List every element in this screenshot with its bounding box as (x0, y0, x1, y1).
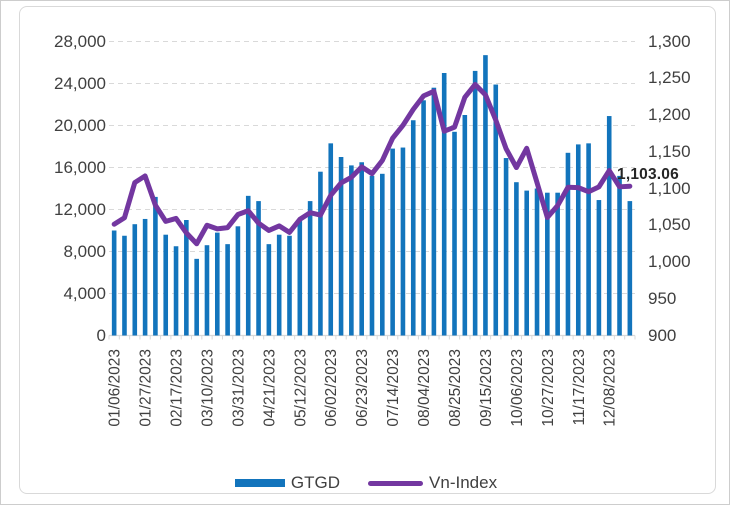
left-axis-label: 4,000 (63, 283, 106, 303)
bar-10/13/2023 (524, 190, 530, 336)
vn-index-line (111, 81, 633, 247)
bar-03/10/2023 (204, 245, 210, 336)
bar-03/31/2023 (235, 226, 241, 336)
bar-02/17/2023 (173, 246, 179, 336)
right-axis-label: 900 (648, 325, 677, 345)
right-axis-label: 1,250 (648, 68, 691, 88)
bar-05/12/2023 (297, 221, 303, 336)
bar-12/01/2023 (596, 200, 602, 336)
x-axis-label: 11/17/2023 (571, 349, 588, 425)
bar-06/23/2023 (359, 162, 364, 336)
bar-02/10/2023 (163, 234, 169, 336)
x-axis-label: 01/27/2023 (138, 349, 155, 427)
left-axis-label: 24,000 (54, 73, 106, 93)
bar-07/14/2023 (390, 148, 395, 336)
left-axis-label: 8,000 (63, 241, 106, 261)
left-axis-label: 16,000 (54, 157, 106, 177)
bar-10/20/2023 (534, 188, 540, 336)
right-axis-label: 1,200 (648, 105, 691, 124)
right-axis-label: 1,000 (648, 252, 691, 271)
bar-05/05/2023 (287, 235, 292, 336)
bar-09/29/2023 (503, 158, 509, 336)
bar-03/03/2023 (194, 258, 199, 336)
bar-04/28/2023 (276, 234, 282, 336)
bar-08/25/2023 (452, 131, 457, 336)
x-axis-label: 10/06/2023 (509, 349, 526, 427)
x-axis-label: 10/27/2023 (540, 349, 557, 427)
legend: GTGD Vn-Index (1, 471, 729, 495)
bar-09/01/2023 (462, 115, 468, 336)
bar-11/03/2023 (555, 192, 560, 336)
bar-01/13/2023 (122, 235, 127, 336)
legend-label-gtgd: GTGD (290, 473, 341, 492)
x-axis-label: 07/14/2023 (385, 349, 402, 427)
bar-12/08/2023 (606, 116, 612, 336)
bar-11/10/2023 (565, 152, 571, 336)
left-axis-label: 20,000 (54, 115, 106, 135)
x-axis-label: 05/12/2023 (292, 349, 309, 427)
bar-09/22/2023 (493, 84, 499, 336)
right-axis-label: 1,100 (648, 178, 691, 198)
right-axis-label: 1,050 (648, 215, 691, 235)
x-axis-label: 09/15/2023 (478, 349, 495, 427)
x-axis-label: 06/02/2023 (323, 349, 340, 427)
x-axis-label: 04/21/2023 (261, 349, 278, 427)
bar-08/04/2023 (421, 100, 426, 336)
x-axis-label: 03/31/2023 (230, 349, 247, 427)
bar-07/07/2023 (380, 173, 385, 336)
left-value-axis: 0 4,000 8,000 12,000 16,000 20,000 24,000 28,00… (27, 1, 106, 504)
bar-11/24/2023 (586, 143, 591, 336)
bar-12/22/2023 (627, 201, 633, 336)
bar-04/07/2023 (245, 195, 251, 336)
bar-04/14/2023 (256, 201, 261, 336)
gtgd-bar-swatch-icon (234, 479, 285, 487)
bar-02/03/2023 (153, 196, 158, 336)
legend-item-vnindex: Vn-Index (368, 473, 497, 493)
bar-07/21/2023 (400, 147, 406, 336)
left-axis-label: 0 (96, 325, 106, 345)
right-axis-label: 1,300 (648, 31, 691, 51)
x-axis-label: 12/08/2023 (602, 349, 619, 427)
legend-item-gtgd: GTGD (234, 473, 341, 493)
bar-05/26/2023 (318, 171, 323, 336)
bar-09/15/2023 (483, 55, 488, 336)
bar-05/19/2023 (307, 201, 313, 336)
bar-01/20/2023 (132, 224, 138, 336)
bar-10/06/2023 (514, 182, 519, 336)
x-axis-label: 02/17/2023 (169, 349, 186, 427)
vn-index-line-swatch-icon (368, 480, 424, 486)
bar-08/18/2023 (441, 73, 447, 336)
vn-index-end-data-label: 1,103.06 (617, 166, 679, 183)
bar-11/17/2023 (575, 144, 581, 336)
left-axis-label: 12,000 (54, 199, 106, 219)
right-axis-label: 1,150 (648, 141, 691, 161)
bar-04/21/2023 (266, 244, 272, 336)
bar-09/08/2023 (472, 70, 478, 336)
bar-08/11/2023 (431, 87, 437, 336)
bar-03/24/2023 (225, 244, 230, 336)
bar-06/09/2023 (338, 157, 344, 336)
left-axis-label: 28,000 (54, 31, 106, 51)
x-axis-label: 08/25/2023 (447, 349, 464, 427)
bar-06/16/2023 (349, 165, 354, 336)
legend-label-vnindex: Vn-Index (429, 473, 498, 492)
right-value-axis: 900 950 1,000 1,050 1,100 1,150 1,200 1,250 1,30… (648, 1, 718, 504)
x-axis-label: 08/04/2023 (416, 349, 433, 427)
x-axis-label: 03/10/2023 (199, 349, 216, 427)
x-axis-label: 06/23/2023 (354, 349, 371, 427)
bar-06/02/2023 (328, 143, 334, 336)
bar-10/27/2023 (545, 192, 550, 336)
bar-07/28/2023 (410, 120, 416, 336)
bar-01/27/2023 (142, 218, 148, 336)
right-axis-label: 950 (648, 288, 677, 308)
bar-03/17/2023 (214, 232, 220, 336)
bar-02/24/2023 (184, 220, 189, 336)
bar-06/30/2023 (369, 175, 375, 336)
x-axis-label: 01/06/2023 (107, 349, 124, 427)
bar-12/15/2023 (617, 175, 622, 336)
bar-01/06/2023 (111, 230, 117, 336)
